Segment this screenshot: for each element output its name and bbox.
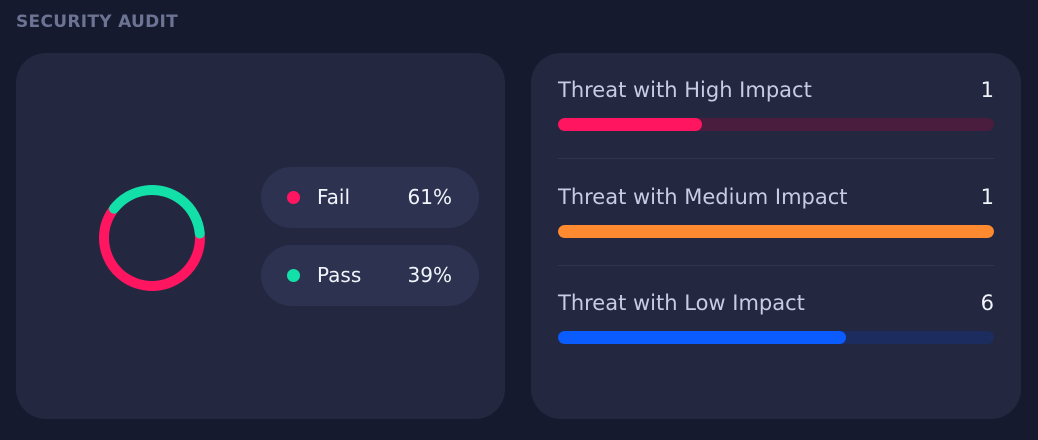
section-title: SECURITY AUDIT xyxy=(16,12,178,32)
threat-medium-progress-fill xyxy=(558,225,994,238)
threat-low-impact[interactable]: Threat with Low Impact 6 xyxy=(558,291,994,371)
legend-fail-label: Fail xyxy=(317,185,350,209)
fail-dot-icon xyxy=(287,191,300,204)
threat-medium-progress-track xyxy=(558,225,994,238)
threat-high-progress-track xyxy=(558,118,994,131)
legend-pass-label: Pass xyxy=(317,263,361,287)
threat-impact-card: Threat with High Impact 1 Threat with Me… xyxy=(531,53,1021,419)
pass-dot-icon xyxy=(287,269,300,282)
threat-low-progress-fill xyxy=(558,331,846,344)
audit-summary-card: Fail 61% Pass 39% xyxy=(16,53,505,419)
threat-high-count: 1 xyxy=(981,78,994,102)
legend-fail[interactable]: Fail 61% xyxy=(261,167,479,228)
threat-medium-label: Threat with Medium Impact xyxy=(558,185,848,209)
divider xyxy=(558,158,994,159)
threat-high-impact[interactable]: Threat with High Impact 1 xyxy=(558,78,994,158)
threat-low-count: 6 xyxy=(981,291,994,315)
fail-pass-donut-chart xyxy=(95,181,209,295)
threat-medium-impact[interactable]: Threat with Medium Impact 1 xyxy=(558,185,994,265)
threat-high-label: Threat with High Impact xyxy=(558,78,812,102)
legend-fail-value: 61% xyxy=(408,185,452,209)
threat-high-progress-fill xyxy=(558,118,702,131)
threat-low-progress-track xyxy=(558,331,994,344)
divider xyxy=(558,265,994,266)
threat-medium-count: 1 xyxy=(981,185,994,209)
threat-low-label: Threat with Low Impact xyxy=(558,291,805,315)
donut-pass-segment xyxy=(95,181,209,295)
legend-pass[interactable]: Pass 39% xyxy=(261,245,479,306)
legend-pass-value: 39% xyxy=(408,263,452,287)
